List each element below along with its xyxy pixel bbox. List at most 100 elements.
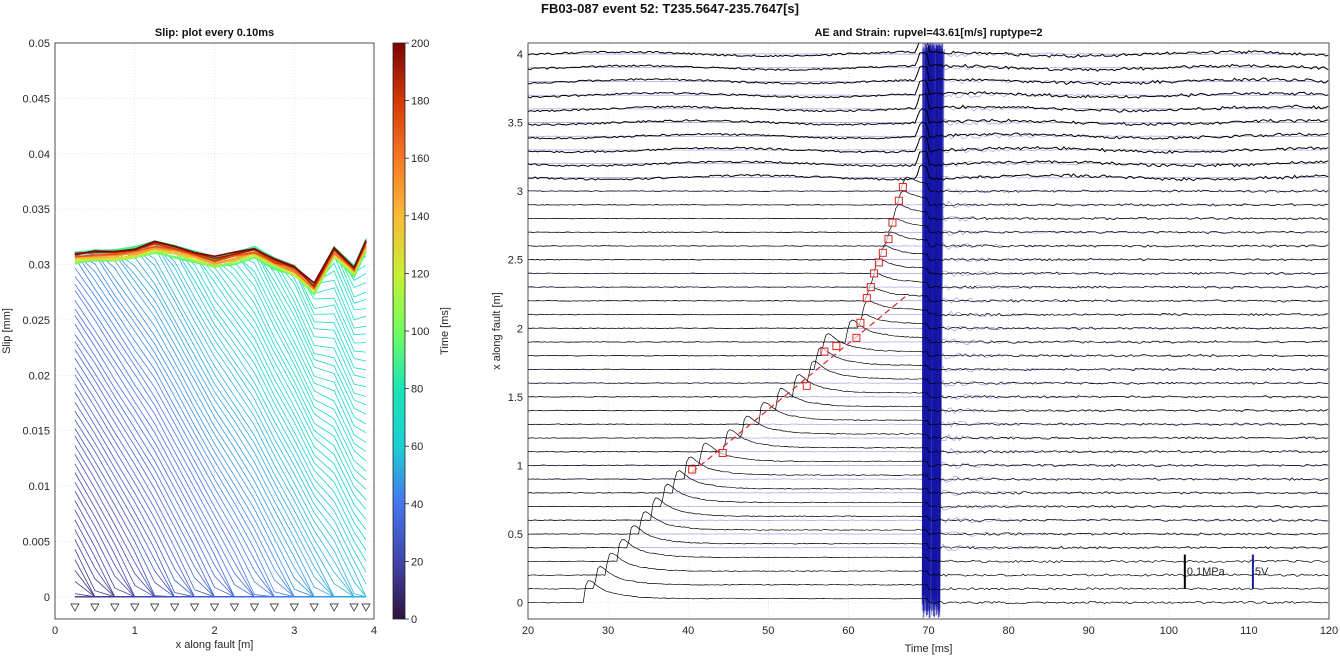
rupture-fit-line [691, 293, 909, 473]
colorbar-tick-label: 40 [411, 499, 423, 511]
rupture-onset-marker [866, 283, 875, 292]
ae-burst-stroke [937, 46, 942, 608]
ae-burst-stroke [938, 52, 944, 616]
strain-trace [528, 333, 1329, 358]
slip-profile-line [74, 251, 366, 598]
ae-xtick-label: 90 [1083, 625, 1095, 637]
sensor-marker [209, 603, 220, 612]
slip-xtick-label: 2 [211, 625, 217, 637]
rupture-onset-marker [832, 342, 841, 351]
strain-trace [528, 525, 1329, 550]
rupture-onset-marker [862, 294, 871, 303]
slip-xlabel: x along fault [m] [176, 639, 254, 651]
sensor-marker [110, 603, 120, 612]
strain-trace [528, 51, 1329, 72]
slip-profiles [74, 238, 367, 598]
ae-xtick-label: 60 [842, 625, 854, 637]
ae-ticks: 20 30 40 50 60 70 80 90 100 110 120 0 0.5 1 1.5 2 2.5 3 3.… [508, 49, 1338, 637]
figure-suptitle: FB03-087 event 52: T235.5647-235.7647[s] [541, 1, 799, 16]
sensor-marker [361, 603, 371, 612]
slip-ytick-label: 0.02 [29, 370, 50, 382]
rupture-front [688, 183, 909, 474]
colorbar: 0 20 40 60 80 100 120 140 160 180 200 Time [ms] [392, 38, 451, 626]
slip-ytick-label: 0.005 [22, 536, 50, 548]
strain-trace [528, 65, 1329, 86]
sensor-marker [90, 603, 100, 612]
rupture-onset-marker [718, 449, 727, 458]
rupture-onset-marker [874, 258, 883, 267]
colorbar-ticks: 0 20 40 60 80 100 120 140 160 180 200 [405, 38, 429, 626]
strain-trace [528, 539, 1329, 564]
sensor-marker [189, 603, 200, 612]
strain-trace [528, 319, 1329, 344]
ae-ytick-label: 3 [517, 186, 523, 198]
sensor-marker [329, 603, 339, 612]
strain-trace [528, 346, 1329, 372]
strain-trace [528, 204, 1329, 221]
colorbar-tick-label: 80 [411, 384, 423, 396]
strain-trace [528, 374, 1329, 399]
strain-trace [528, 108, 1329, 127]
sensor-marker [309, 603, 319, 612]
rupture-onset-marker [820, 347, 829, 356]
slip-ytick-label: 0.045 [22, 93, 50, 105]
colorbar-tick-label: 60 [411, 441, 423, 453]
ae-xtick-label: 20 [522, 625, 534, 637]
colorbar-tick-label: 160 [411, 153, 429, 165]
colorbar-tick-label: 200 [411, 38, 429, 50]
ae-ytick-label: 3.5 [508, 118, 523, 130]
ae-ylabel: x along fault [m] [491, 292, 503, 370]
ae-ytick-label: 1.5 [508, 392, 523, 404]
slip-profile-line [74, 252, 366, 598]
ae-ytick-label: 0 [517, 598, 523, 610]
strain-trace [528, 580, 1329, 605]
strain-trace [528, 483, 1329, 509]
sensor-marker [229, 603, 240, 612]
rupture-onset-marker [870, 269, 879, 278]
strain-trace [528, 300, 1329, 317]
strain-trace [528, 273, 1329, 289]
rupture-onset-marker [878, 248, 887, 257]
ae-burst-stroke [931, 48, 936, 612]
slip-panel: 0 1 2 3 4 0 0.005 0.01 0.015 0.02 0.025 0.03 0.035 0.… [1, 27, 377, 651]
strain-trace [528, 150, 1329, 168]
rupture-onset-marker [888, 218, 897, 227]
ae-xtick-label: 110 [1240, 625, 1258, 637]
ae-xtick-label: 80 [1002, 625, 1014, 637]
strain-trace [528, 43, 1329, 59]
ae-ytick-label: 1 [517, 460, 523, 472]
strain-trace [528, 164, 1329, 182]
sensor-marker [70, 603, 80, 612]
colorbar-tick-label: 120 [411, 268, 429, 280]
strain-trace [528, 259, 1329, 275]
rupture-onset-marker [852, 333, 861, 342]
slip-xtick-label: 0 [52, 625, 58, 637]
ae-xlabel: Time [ms] [905, 643, 953, 655]
slip-ytick-label: 0.05 [29, 38, 50, 50]
strain-trace [528, 470, 1329, 495]
ae-ytick-label: 2.5 [508, 255, 523, 267]
slip-xtick-label: 1 [132, 625, 138, 637]
ae-xtick-label: 120 [1320, 625, 1338, 637]
sensor-marker [289, 603, 299, 612]
sensor-marker [349, 603, 359, 612]
ae-title: AE and Strain: rupvel=43.61[m/s] ruptype… [814, 27, 1042, 39]
ae-xtick-label: 50 [762, 625, 774, 637]
slip-ytick-label: 0.015 [22, 426, 50, 438]
colorbar-label: Time [ms] [439, 307, 451, 355]
slip-xtick-label: 4 [371, 625, 377, 637]
colorbar-tick-label: 180 [411, 96, 429, 108]
ae-xtick-label: 70 [922, 625, 934, 637]
strain-trace [528, 402, 1329, 426]
colorbar-tick-label: 100 [411, 326, 429, 338]
slip-axes-box [54, 42, 375, 620]
strain-traces [528, 43, 1329, 605]
scale-bars: 0.1MPa 5V [1183, 554, 1269, 589]
strain-trace [528, 442, 1329, 468]
ae-xtick-label: 40 [682, 625, 694, 637]
ae-xtick-label: 30 [602, 625, 614, 637]
colorbar-gradient [392, 42, 406, 620]
sensor-markers [70, 603, 371, 612]
strain-trace [528, 121, 1329, 140]
strain-trace [528, 552, 1329, 577]
